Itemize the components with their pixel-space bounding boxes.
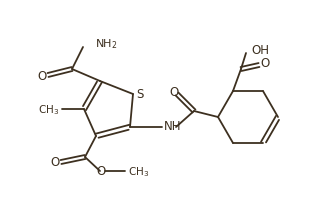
Text: NH: NH [164, 120, 181, 133]
Text: S: S [136, 87, 144, 100]
Text: O: O [50, 156, 60, 169]
Text: O: O [169, 85, 179, 98]
Text: OH: OH [251, 43, 269, 56]
Text: O: O [96, 165, 106, 178]
Text: O: O [37, 69, 47, 82]
Text: NH$_2$: NH$_2$ [95, 37, 117, 51]
Text: CH$_3$: CH$_3$ [128, 164, 149, 178]
Text: O: O [260, 56, 269, 69]
Text: CH$_3$: CH$_3$ [38, 103, 59, 116]
